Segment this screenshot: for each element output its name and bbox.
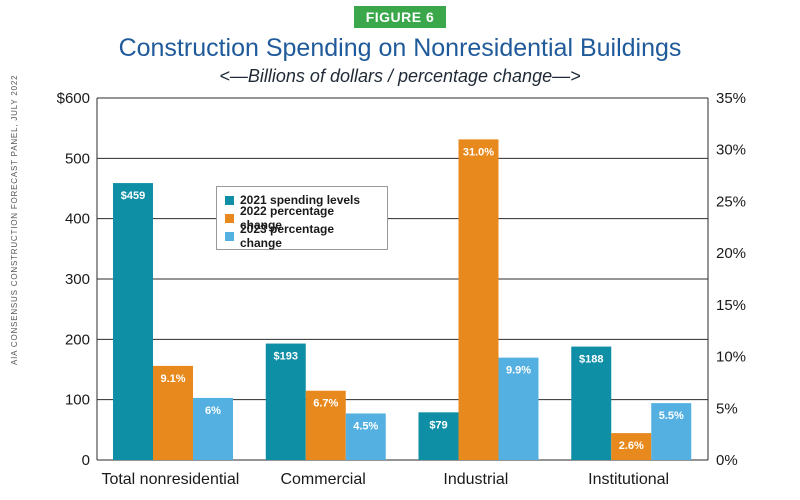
bar-data-label: $188 (579, 354, 603, 366)
bar (571, 346, 612, 460)
bar (193, 397, 233, 460)
chart-title: Construction Spending on Nonresidential … (118, 34, 682, 62)
left-axis-tick-label: 200 (65, 331, 90, 348)
legend-label-2021: 2021 spending levels (240, 193, 361, 207)
legend-item-2023: 2023 percentage change (225, 222, 379, 250)
bar (265, 343, 306, 460)
x-axis-category-label: Industrial (443, 471, 508, 488)
left-axis-tick-label: 500 (65, 150, 90, 167)
right-axis-tick-label: 5% (716, 400, 738, 417)
bar (418, 412, 459, 460)
legend-swatch-2023 (225, 231, 234, 241)
bar (651, 403, 692, 460)
bar-data-label: 6% (205, 405, 221, 417)
bar (498, 357, 539, 460)
right-axis-tick-label: 15% (716, 297, 746, 314)
legend-item-2021: 2021 spending levels (225, 191, 379, 209)
bar (153, 365, 193, 460)
bar-data-label: 9.1% (160, 373, 185, 385)
bar-data-label: 4.5% (353, 420, 378, 432)
bar (345, 413, 386, 460)
chart-subtitle: <—Billions of dollars / percentage chang… (219, 66, 581, 86)
right-axis-tick-label: 20% (716, 245, 746, 262)
legend-swatch-2022 (225, 213, 234, 223)
left-axis-tick-label: 400 (65, 211, 90, 228)
bar-data-label: 5.5% (659, 410, 684, 422)
right-axis-tick-label: 25% (716, 193, 746, 210)
left-axis-tick-label: 0 (82, 452, 90, 469)
right-axis-tick-label: 30% (716, 142, 746, 159)
bar-data-label: 31.0% (463, 146, 494, 158)
left-axis-tick-label: $600 (57, 90, 90, 107)
figure-label-badge: FIGURE 6 (354, 6, 446, 28)
left-axis-tick-label: 100 (65, 392, 90, 409)
bar (113, 183, 153, 460)
right-axis-tick-label: 0% (716, 452, 738, 469)
bar (458, 139, 499, 460)
chart-legend: 2021 spending levels 2022 percentage cha… (216, 186, 388, 250)
right-axis-tick-label: 10% (716, 349, 746, 366)
legend-label-2023: 2023 percentage change (239, 222, 335, 250)
bar-data-label: $193 (274, 351, 298, 363)
x-axis-category-label: Total nonresidential (101, 471, 239, 488)
bar-data-label: 9.9% (506, 365, 531, 377)
bar-data-label: $79 (429, 419, 447, 431)
right-axis-tick-label: 35% (716, 90, 746, 107)
bar-data-label: 6.7% (313, 398, 338, 410)
x-axis-category-label: Commercial (280, 471, 365, 488)
legend-item-2022: 2022 percentage change (225, 204, 379, 232)
bar-data-label: 2.6% (619, 440, 644, 452)
bar (611, 433, 652, 460)
legend-swatch-2021 (225, 195, 234, 205)
bar (305, 390, 346, 460)
bar-data-label: $459 (121, 190, 145, 202)
left-axis-tick-label: 300 (65, 271, 90, 288)
x-axis-category-label: Institutional (588, 471, 669, 488)
legend-label-2022: 2022 percentage change (239, 204, 335, 232)
